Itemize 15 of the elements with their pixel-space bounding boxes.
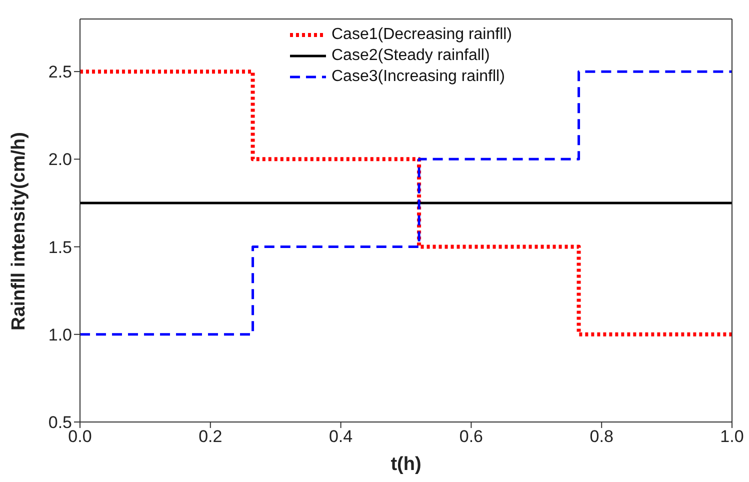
legend-label: Case1(Decreasing rainfll) (331, 25, 512, 45)
y-axis-title: Rainfll intensity(cm/h) (8, 132, 30, 330)
legend-label: Case2(Steady rainfall) (331, 46, 490, 66)
x-tick-label: 1.0 (720, 427, 744, 446)
x-tick-label: 0.2 (198, 427, 222, 446)
x-axis-title: t(h) (390, 454, 422, 475)
y-tick-label: 1.5 (48, 238, 72, 257)
x-tick-label: 0.8 (590, 427, 614, 446)
legend-label: Case3(Increasing rainfll) (331, 67, 505, 87)
y-tick-label: 2.5 (48, 62, 72, 82)
x-tick-label: 0.0 (68, 427, 92, 446)
y-tick-label: 1.0 (48, 325, 72, 344)
x-tick-label: 0.4 (328, 427, 353, 446)
x-tick-label: 0.6 (459, 427, 484, 446)
y-tick-label: 2.0 (48, 150, 72, 170)
